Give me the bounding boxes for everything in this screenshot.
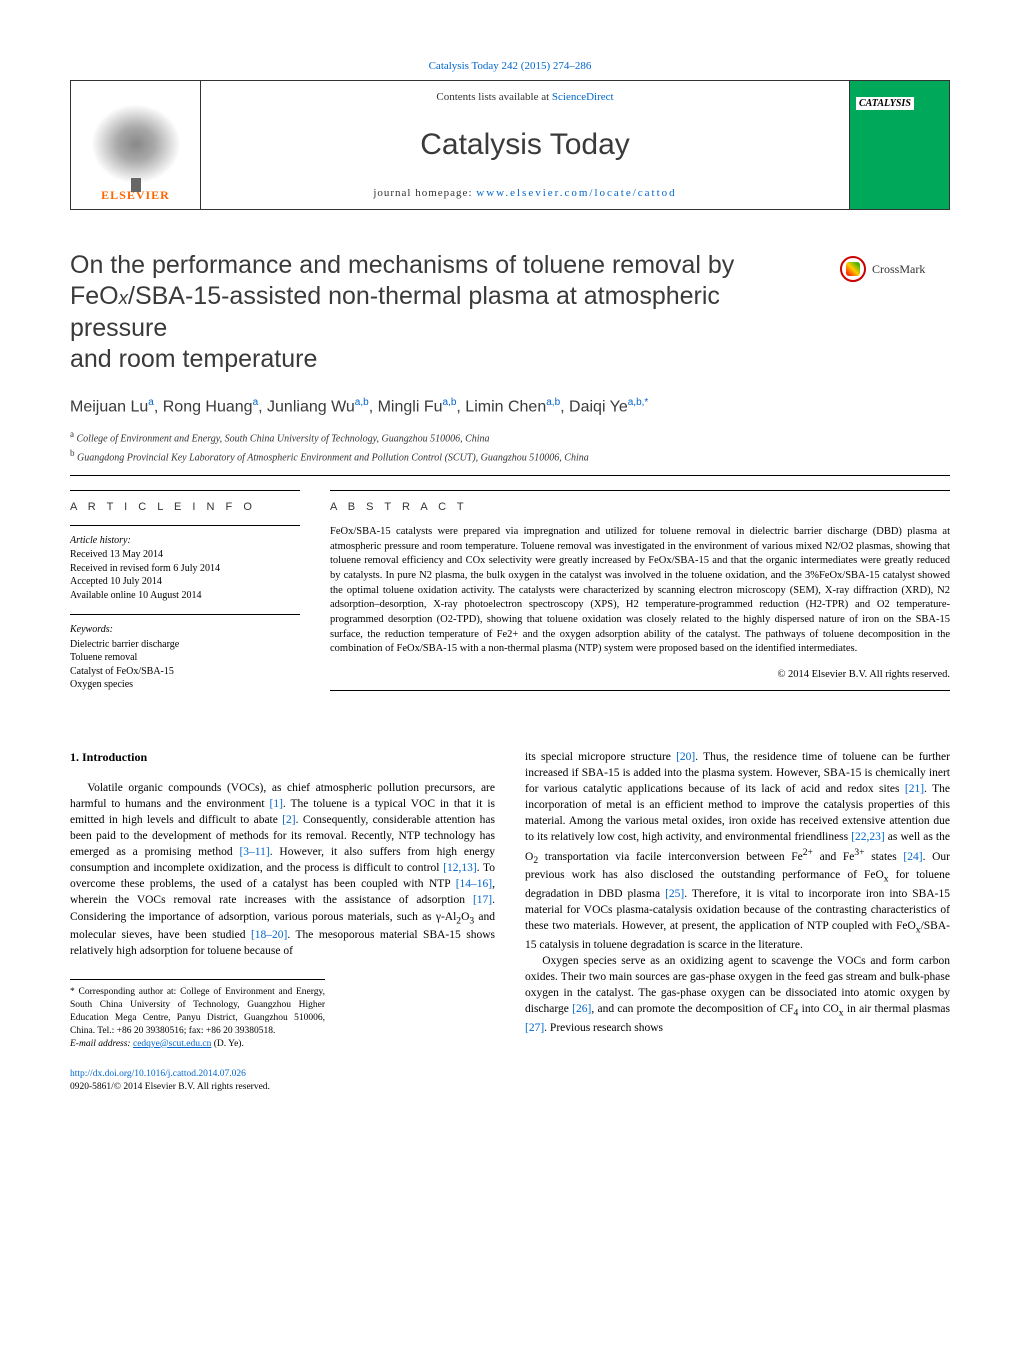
affiliations: a College of Environment and Energy, Sou… <box>70 428 950 465</box>
intro-paragraph-1: Volatile organic compounds (VOCs), as ch… <box>70 780 495 960</box>
article-history-block: Article history: Received 13 May 2014 Re… <box>70 534 300 603</box>
authors-line: Meijuan Lua, Rong Huanga, Junliang Wua,b… <box>70 397 950 416</box>
abstract-column: A B S T R A C T FeOx/SBA-15 catalysts we… <box>330 486 950 704</box>
keyword: Dielectric barrier discharge <box>70 638 300 652</box>
contents-available-line: Contents lists available at ScienceDirec… <box>436 91 613 103</box>
sciencedirect-link[interactable]: ScienceDirect <box>552 91 614 103</box>
intro-paragraph-2: its special micropore structure [20]. Th… <box>525 749 950 953</box>
corresponding-author-note: * Corresponding author at: College of En… <box>70 986 325 1037</box>
homepage-prefix: journal homepage: <box>373 187 476 199</box>
journal-homepage-line: journal homepage: www.elsevier.com/locat… <box>373 187 676 199</box>
title-block: On the performance and mechanisms of tol… <box>70 250 950 375</box>
publisher-logo-box: ELSEVIER <box>71 81 201 209</box>
history-item: Available online 10 August 2014 <box>70 589 300 603</box>
email-line: E-mail address: cedqye@scut.edu.cn (D. Y… <box>70 1038 325 1051</box>
crossmark-badge[interactable]: CrossMark <box>840 256 950 282</box>
body-two-column: 1. Introduction Volatile organic compoun… <box>70 749 950 1094</box>
issn-copyright-line: 0920-5861/© 2014 Elsevier B.V. All right… <box>70 1081 495 1094</box>
header-center: Contents lists available at ScienceDirec… <box>201 81 849 209</box>
doi-link[interactable]: http://dx.doi.org/10.1016/j.cattod.2014.… <box>70 1069 246 1079</box>
info-abstract-row: A R T I C L E I N F O Article history: R… <box>70 486 950 704</box>
crossmark-icon <box>840 256 866 282</box>
keywords-block: Keywords: Dielectric barrier discharge T… <box>70 623 300 692</box>
cover-title: CATALYSIS <box>856 97 914 110</box>
title-line-3: and room temperature <box>70 345 317 373</box>
history-item: Received in revised form 6 July 2014 <box>70 562 300 576</box>
footer-block: http://dx.doi.org/10.1016/j.cattod.2014.… <box>70 1068 495 1094</box>
intro-paragraph-3: Oxygen species serve as an oxidizing age… <box>525 953 950 1036</box>
article-title: On the performance and mechanisms of tol… <box>70 250 820 375</box>
elsevier-tree-icon <box>91 104 181 184</box>
homepage-link[interactable]: www.elsevier.com/locate/cattod <box>476 187 676 199</box>
keyword: Oxygen species <box>70 678 300 692</box>
email-suffix: (D. Ye). <box>211 1039 243 1049</box>
title-line-2-rest: /SBA-15-assisted non-thermal plasma at a… <box>70 282 720 341</box>
column-left: 1. Introduction Volatile organic compoun… <box>70 749 495 1094</box>
article-info-heading: A R T I C L E I N F O <box>70 501 300 513</box>
history-item: Accepted 10 July 2014 <box>70 575 300 589</box>
abstract-heading: A B S T R A C T <box>330 501 950 513</box>
journal-cover-thumbnail: CATALYSIS <box>849 81 949 209</box>
subscript-x: x <box>119 287 128 308</box>
email-link[interactable]: cedqye@scut.edu.cn <box>133 1039 211 1049</box>
divider <box>70 475 950 476</box>
column-right: its special micropore structure [20]. Th… <box>525 749 950 1094</box>
affiliation-a: a College of Environment and Energy, Sou… <box>70 428 950 446</box>
abstract-text: FeOx/SBA-15 catalysts were prepared via … <box>330 525 950 657</box>
affiliation-b: b Guangdong Provincial Key Laboratory of… <box>70 447 950 465</box>
keyword: Toluene removal <box>70 651 300 665</box>
keywords-heading: Keywords: <box>70 623 300 637</box>
section-1-heading: 1. Introduction <box>70 749 495 766</box>
email-label: E-mail address: <box>70 1039 133 1049</box>
contents-prefix: Contents lists available at <box>436 91 551 103</box>
history-item: Received 13 May 2014 <box>70 548 300 562</box>
journal-reference: Catalysis Today 242 (2015) 274–286 <box>70 60 950 72</box>
keyword: Catalyst of FeOx/SBA-15 <box>70 665 300 679</box>
abstract-copyright: © 2014 Elsevier B.V. All rights reserved… <box>330 669 950 680</box>
history-heading: Article history: <box>70 534 300 548</box>
title-line-2-prefix: FeO <box>70 282 119 310</box>
journal-header: ELSEVIER Contents lists available at Sci… <box>70 80 950 210</box>
crossmark-label: CrossMark <box>872 262 925 277</box>
title-line-1: On the performance and mechanisms of tol… <box>70 251 734 279</box>
journal-name: Catalysis Today <box>420 128 630 162</box>
article-info-column: A R T I C L E I N F O Article history: R… <box>70 486 300 704</box>
footnote-block: * Corresponding author at: College of En… <box>70 979 325 1050</box>
